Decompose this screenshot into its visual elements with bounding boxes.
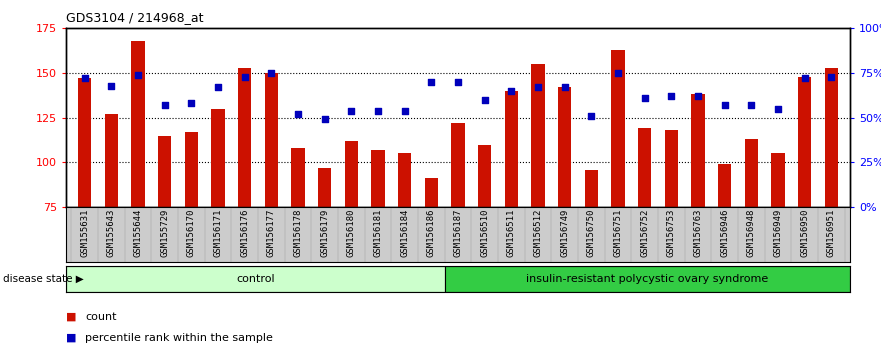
Text: GSM156946: GSM156946: [721, 208, 729, 257]
Bar: [559, 87, 572, 207]
Point: [744, 102, 759, 108]
Point: [211, 85, 226, 90]
Text: insulin-resistant polycystic ovary syndrome: insulin-resistant polycystic ovary syndr…: [526, 274, 768, 284]
Text: disease state ▶: disease state ▶: [3, 274, 84, 284]
Text: GSM155643: GSM155643: [107, 208, 116, 257]
Bar: [211, 109, 225, 207]
Bar: [292, 148, 305, 207]
Bar: [398, 154, 411, 207]
Point: [184, 101, 198, 106]
Point: [478, 97, 492, 103]
Text: GSM156181: GSM156181: [374, 208, 382, 257]
Text: GSM156763: GSM156763: [693, 208, 703, 257]
Bar: [718, 164, 731, 207]
Bar: [531, 64, 544, 207]
Point: [291, 111, 305, 117]
Point: [371, 108, 385, 113]
Text: GSM156753: GSM156753: [667, 208, 676, 257]
Point: [771, 106, 785, 112]
Text: GSM155631: GSM155631: [80, 208, 89, 257]
Point: [238, 74, 252, 79]
Bar: [66, 266, 445, 292]
Point: [798, 75, 812, 81]
Text: GSM156511: GSM156511: [507, 208, 516, 257]
Text: GDS3104 / 214968_at: GDS3104 / 214968_at: [66, 11, 204, 24]
Text: GSM156749: GSM156749: [560, 208, 569, 257]
Text: control: control: [236, 274, 275, 284]
Bar: [665, 130, 678, 207]
Bar: [825, 68, 838, 207]
Bar: [131, 41, 144, 207]
Bar: [798, 76, 811, 207]
Text: GSM156176: GSM156176: [241, 208, 249, 257]
Point: [611, 70, 626, 76]
Bar: [638, 129, 651, 207]
Point: [131, 72, 145, 78]
Bar: [505, 91, 518, 207]
Bar: [158, 136, 172, 207]
Point: [558, 85, 572, 90]
Point: [78, 75, 92, 81]
Bar: [611, 50, 625, 207]
Text: GSM156186: GSM156186: [427, 208, 436, 257]
Point: [531, 85, 545, 90]
Bar: [105, 114, 118, 207]
Point: [425, 79, 439, 85]
Bar: [425, 178, 438, 207]
Point: [664, 93, 678, 99]
Bar: [185, 132, 198, 207]
Bar: [772, 154, 785, 207]
Text: GSM155729: GSM155729: [160, 208, 169, 257]
Text: percentile rank within the sample: percentile rank within the sample: [85, 333, 273, 343]
Bar: [692, 95, 705, 207]
Text: GSM156184: GSM156184: [400, 208, 410, 257]
Bar: [344, 141, 358, 207]
Bar: [372, 150, 385, 207]
Point: [264, 70, 278, 76]
Point: [584, 113, 598, 119]
Text: GSM156752: GSM156752: [640, 208, 649, 257]
Point: [318, 117, 332, 122]
Text: GSM156180: GSM156180: [347, 208, 356, 257]
Point: [825, 74, 839, 79]
Text: GSM156751: GSM156751: [614, 208, 623, 257]
Text: GSM156750: GSM156750: [587, 208, 596, 257]
Text: ■: ■: [66, 333, 77, 343]
Text: GSM156179: GSM156179: [321, 208, 329, 257]
Point: [397, 108, 411, 113]
Bar: [744, 139, 759, 207]
Bar: [318, 168, 331, 207]
Bar: [265, 73, 278, 207]
Text: GSM156951: GSM156951: [827, 208, 836, 257]
Point: [718, 102, 732, 108]
Point: [691, 93, 705, 99]
Text: ■: ■: [66, 312, 77, 322]
Text: GSM156177: GSM156177: [267, 208, 276, 257]
Bar: [445, 266, 850, 292]
Bar: [478, 144, 492, 207]
Bar: [238, 68, 251, 207]
Bar: [451, 123, 465, 207]
Point: [638, 95, 652, 101]
Point: [451, 79, 465, 85]
Text: GSM156178: GSM156178: [293, 208, 302, 257]
Text: GSM156171: GSM156171: [213, 208, 223, 257]
Text: GSM156950: GSM156950: [800, 208, 810, 257]
Text: GSM156187: GSM156187: [454, 208, 463, 257]
Point: [505, 88, 519, 94]
Text: GSM156949: GSM156949: [774, 208, 782, 257]
Text: GSM155644: GSM155644: [134, 208, 143, 257]
Text: GSM156948: GSM156948: [747, 208, 756, 257]
Bar: [585, 170, 598, 207]
Text: GSM156512: GSM156512: [534, 208, 543, 257]
Bar: [78, 78, 92, 207]
Text: count: count: [85, 312, 117, 322]
Point: [344, 108, 359, 113]
Point: [104, 83, 118, 88]
Point: [158, 102, 172, 108]
Text: GSM156510: GSM156510: [480, 208, 489, 257]
Text: GSM156170: GSM156170: [187, 208, 196, 257]
